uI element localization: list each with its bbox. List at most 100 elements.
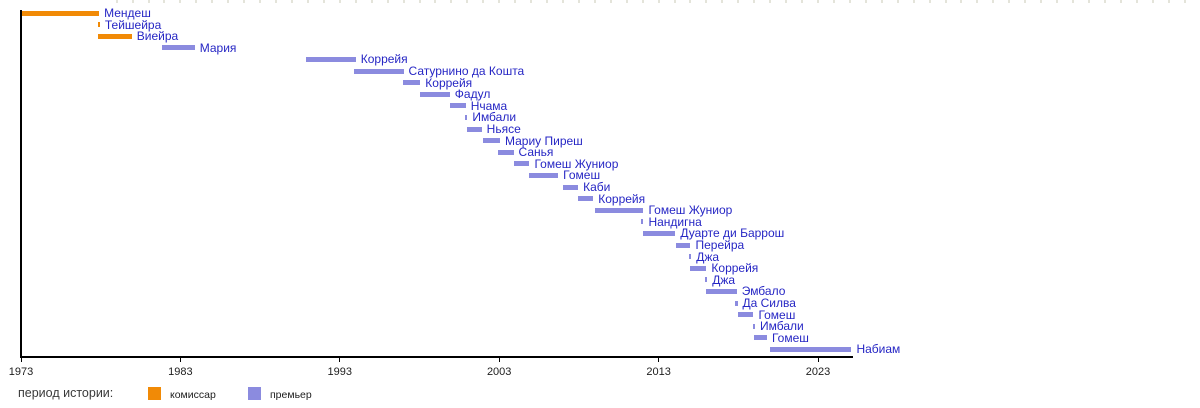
x-axis-tick-label: 2023 (805, 366, 831, 378)
timeline-bar (513, 161, 530, 167)
bar-label[interactable]: Имбали (760, 319, 804, 334)
bar-label[interactable]: Коррейя (360, 52, 408, 67)
bar-label[interactable]: Дуарте ди Баррош (680, 226, 785, 241)
minor-year-tick (992, 0, 995, 3)
legend-swatch-komissar (148, 387, 161, 400)
minor-year-tick (450, 0, 453, 3)
minor-year-tick (689, 0, 692, 3)
bar-label[interactable]: Коррейя (711, 261, 759, 276)
bar-label[interactable]: Гомеш (771, 330, 809, 345)
minor-year-tick (259, 0, 262, 3)
timeline-bar (706, 288, 737, 294)
minor-year-tick (817, 0, 819, 3)
bar-label[interactable]: Нчама (470, 98, 508, 113)
legend-title: период истории: (18, 386, 114, 400)
minor-year-tick (1119, 0, 1122, 3)
bar-label[interactable]: Коррейя (425, 75, 473, 90)
bar-label[interactable]: Гомеш Жуниор (648, 203, 733, 218)
timeline-bar (306, 56, 356, 62)
bar-label[interactable]: Джа (696, 249, 720, 264)
minor-year-tick (1151, 0, 1154, 3)
minor-year-tick (1103, 0, 1106, 3)
minor-year-tick (1040, 0, 1043, 3)
minor-year-tick (306, 0, 309, 3)
timeline-bar (643, 230, 676, 236)
x-axis-tick (339, 357, 341, 362)
bar-label[interactable]: Фадул (454, 87, 491, 102)
minor-year-tick (163, 0, 166, 3)
bar-label[interactable]: Джа (712, 272, 736, 287)
bar-label[interactable]: Мариу Пиреш (504, 133, 583, 148)
minor-year-tick (131, 0, 134, 3)
bar-label[interactable]: Виейра (136, 29, 179, 44)
minor-year-tick (354, 0, 357, 3)
timeline-bar (641, 219, 644, 225)
x-axis-tick (179, 357, 181, 362)
timeline-bar (738, 312, 754, 318)
x-axis-tick (658, 357, 660, 362)
minor-year-tick (577, 0, 580, 3)
minor-year-tick (530, 0, 533, 3)
minor-year-tick (370, 0, 373, 3)
timeline-bar (594, 207, 644, 213)
bar-label[interactable]: Гомеш (758, 307, 796, 322)
minor-year-tick (785, 0, 788, 3)
bar-label[interactable]: Мария (199, 40, 237, 55)
minor-year-tick (322, 0, 325, 3)
minor-year-tick (546, 0, 549, 3)
minor-year-tick (705, 0, 708, 3)
x-axis-tick-label: 1973 (8, 366, 34, 378)
bar-label[interactable]: Санья (518, 145, 554, 160)
bar-label[interactable]: Перейра (695, 238, 745, 252)
timeline-bar (770, 346, 852, 352)
minor-year-tick (753, 0, 756, 3)
timeline-bar (466, 126, 482, 132)
bar-label[interactable]: Гомеш Жуниор (534, 156, 619, 171)
minor-year-tick (243, 0, 246, 3)
minor-year-tick (673, 0, 676, 3)
legend-swatch-premier (248, 387, 261, 400)
bar-label[interactable]: Сатурнино да Кошта (408, 64, 525, 78)
timeline-bar (354, 68, 404, 74)
minor-year-tick (1087, 0, 1090, 3)
minor-year-tick (179, 0, 182, 3)
minor-year-tick (593, 0, 596, 3)
minor-year-tick (1072, 0, 1075, 3)
timeline-bar (735, 300, 738, 306)
minor-year-tick (880, 0, 883, 3)
timeline-bar (752, 323, 756, 329)
timeline-bar (464, 114, 468, 120)
timeline-bar (449, 103, 466, 109)
minor-year-tick (1167, 0, 1170, 3)
minor-year-tick (896, 0, 899, 3)
x-axis-tick-label: 2003 (486, 366, 512, 378)
minor-year-tick (928, 0, 931, 3)
bar-label[interactable]: Гомеш (563, 168, 601, 183)
legend-label-komissar: комиссар (170, 389, 216, 401)
bar-label[interactable]: Каби (583, 180, 611, 194)
bar-label[interactable]: Мендеш (104, 6, 151, 20)
timeline-bar (578, 196, 594, 202)
timeline-bar (704, 277, 708, 283)
minor-year-tick (912, 0, 915, 3)
bar-label[interactable]: Имбали (472, 110, 517, 125)
bar-label[interactable]: Набиам (856, 342, 901, 357)
minor-year-tick (864, 0, 867, 3)
bar-label[interactable]: Коррейя (598, 191, 646, 206)
minor-year-tick (466, 0, 469, 3)
bar-label[interactable]: Ньясе (486, 122, 521, 136)
bar-label[interactable]: Тейшейра (104, 17, 162, 32)
minor-year-tick (338, 0, 341, 3)
minor-year-tick (211, 0, 214, 3)
bar-label[interactable]: Нандигна (648, 214, 702, 229)
timeline-bar (529, 172, 559, 178)
minor-year-tick (275, 0, 278, 3)
minor-year-tick (976, 0, 979, 3)
minor-year-tick (960, 0, 963, 3)
minor-year-tick (115, 0, 118, 3)
minor-year-tick (418, 0, 421, 3)
x-axis-tick-label: 1983 (168, 366, 193, 378)
bar-label[interactable]: Да Силва (742, 296, 796, 310)
timeline-bar (690, 265, 707, 271)
bar-label[interactable]: Эмбало (741, 284, 786, 299)
